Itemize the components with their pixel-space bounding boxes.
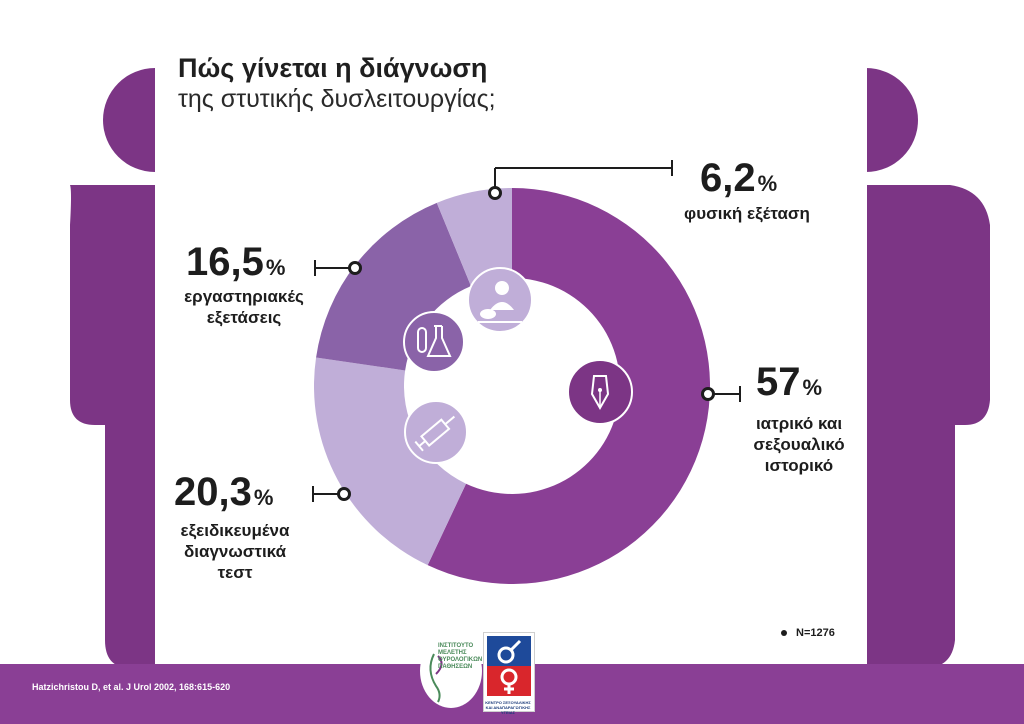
leader-20-3 <box>312 486 351 502</box>
slice-6-2-label: φυσική εξέταση <box>672 203 822 224</box>
slice-16-5-label: εργαστηριακές εξετάσεις <box>170 286 318 328</box>
slice-20-3-label-line2: διαγνωστικά <box>183 542 287 561</box>
sample-size-label: N=1276 <box>796 627 835 639</box>
slice-57-number: 57 <box>756 360 801 404</box>
sample-size-bullet <box>781 630 787 636</box>
leader-16-5 <box>314 260 362 276</box>
slice-16-5-label-line1: εργαστηριακές <box>184 287 304 306</box>
slice-57-unit: % <box>802 375 823 400</box>
leader-6-2 <box>488 160 673 200</box>
syringe-icon <box>404 400 468 464</box>
center-logo-text: ΚΕΝΤΡΟ ΣΕΞΟΥΑΛΙΚΗΣ ΚΑΙ ΑΝΑΠΑΡΑΓΩΓΙΚΗΣ ΥΓ… <box>485 700 531 715</box>
donut-slice-1 <box>314 357 467 566</box>
institute-logo <box>420 634 482 708</box>
doctor-examining-icon <box>467 267 533 333</box>
slice-57-value: 57% <box>756 360 822 404</box>
slice-16-5-number: 16,5 <box>186 240 264 284</box>
slice-57-label-line1: ιατρικό και <box>755 414 843 433</box>
leader-57 <box>701 386 741 402</box>
donut-chart <box>314 188 710 584</box>
institute-logo-mark <box>429 653 443 703</box>
slice-16-5-value: 16,5% <box>186 240 285 284</box>
slice-20-3-label-line3: τεστ <box>217 563 253 582</box>
slice-6-2-number: 6,2 <box>700 156 756 200</box>
page-subtitle: της στυτικής δυσλειτουργίας; <box>178 85 496 113</box>
slice-57-label-line2: σεξουαλικό <box>753 435 845 454</box>
page-title: Πώς γίνεται η διάγνωση <box>178 53 488 83</box>
slice-6-2-label-line1: φυσική εξέταση <box>684 204 810 223</box>
slice-20-3-value: 20,3% <box>174 470 273 514</box>
center-logo <box>483 632 535 712</box>
donut-slice-3 <box>436 188 512 287</box>
slice-16-5-label-line2: εξετάσεις <box>206 308 282 327</box>
slice-20-3-label: εξειδικευμένα διαγνωστικά τεστ <box>160 520 310 583</box>
slice-20-3-unit: % <box>253 485 274 510</box>
slice-6-2-value: 6,2% <box>700 156 777 200</box>
citation: Hatzichristou D, et al. J Urol 2002, 168… <box>32 682 231 692</box>
slice-20-3-label-line1: εξειδικευμένα <box>180 521 290 540</box>
lab-flask-icon <box>403 311 465 373</box>
slice-57-label: ιατρικό και σεξουαλικό ιστορικό <box>738 413 860 476</box>
donut-slice-2 <box>316 202 471 371</box>
slice-57-label-line3: ιστορικό <box>764 456 834 475</box>
institute-logo-text: ΙΝΣΤΙΤΟΥΤΟ ΜΕΛΕΤΗΣ ΟΥΡΟΛΟΓΙΚΩΝ ΠΑΘΗΣΕΩΝ <box>438 643 483 670</box>
slice-6-2-unit: % <box>757 171 778 196</box>
fountain-pen-icon <box>567 359 633 425</box>
slice-20-3-number: 20,3 <box>174 470 252 514</box>
center-logo-mark <box>487 636 531 696</box>
slice-16-5-unit: % <box>265 255 286 280</box>
donut-slice-0 <box>427 188 710 584</box>
